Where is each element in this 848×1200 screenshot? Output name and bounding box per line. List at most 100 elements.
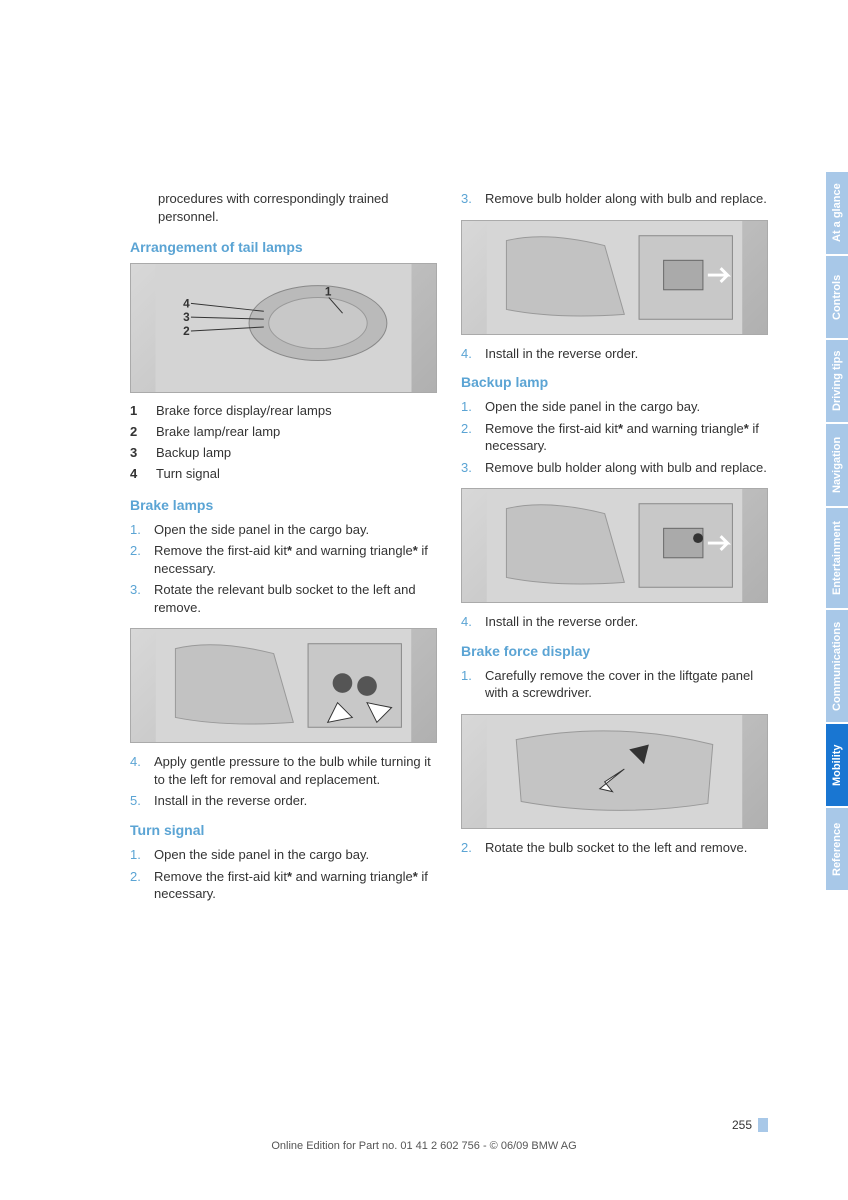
legend-item: 2 Brake lamp/rear lamp bbox=[130, 424, 437, 441]
step-text: Remove the first-aid kit* and warning tr… bbox=[154, 868, 437, 903]
step-number: 2. bbox=[461, 839, 477, 857]
step-item: 2.Remove the first-aid kit* and warning … bbox=[130, 542, 437, 577]
step-text: Carefully remove the cover in the liftga… bbox=[485, 667, 768, 702]
side-tab-communications[interactable]: Communications bbox=[826, 610, 848, 722]
side-tab-controls[interactable]: Controls bbox=[826, 256, 848, 338]
step-number: 1. bbox=[461, 667, 477, 702]
figure-liftgate-cover bbox=[461, 714, 768, 829]
svg-text:4: 4 bbox=[183, 296, 190, 310]
heading-arrangement: Arrangement of tail lamps bbox=[130, 239, 437, 255]
brake-lamps-steps-b: 4.Apply gentle pressure to the bulb whil… bbox=[130, 753, 437, 810]
step-item: 1. Open the side panel in the cargo bay. bbox=[130, 846, 437, 864]
step-text: Rotate the bulb socket to the left and r… bbox=[485, 839, 747, 857]
step-text: Remove the first-aid kit* and warning tr… bbox=[485, 420, 768, 455]
left-column: procedures with correspondingly trained … bbox=[130, 190, 437, 915]
legend-number: 4 bbox=[130, 466, 142, 483]
step-text: Open the side panel in the cargo bay. bbox=[154, 846, 369, 864]
legend-text: Backup lamp bbox=[156, 445, 231, 462]
step-item: 5. Install in the reverse order. bbox=[130, 792, 437, 810]
footer-text: Online Edition for Part no. 01 41 2 602 … bbox=[0, 1140, 848, 1152]
figure-tail-lamps: 4 3 2 1 bbox=[130, 263, 437, 393]
side-tab-reference[interactable]: Reference bbox=[826, 808, 848, 890]
brake-force-steps-b: 2. Rotate the bulb socket to the left and… bbox=[461, 839, 768, 857]
legend-number: 3 bbox=[130, 445, 142, 462]
step-number: 4. bbox=[130, 753, 146, 788]
step-text: Install in the reverse order. bbox=[154, 792, 307, 810]
step-number: 1. bbox=[461, 398, 477, 416]
brake-force-steps-a: 1.Carefully remove the cover in the lift… bbox=[461, 667, 768, 702]
step-item: 3. Remove bulb holder along with bulb and… bbox=[461, 190, 768, 208]
step-text: Remove the first-aid kit* and warning tr… bbox=[154, 542, 437, 577]
step-item: 2.Remove the first-aid kit* and warning … bbox=[461, 420, 768, 455]
tail-lamp-diagram-icon: 4 3 2 1 bbox=[131, 264, 436, 392]
step-item: 4. Install in the reverse order. bbox=[461, 345, 768, 363]
step-item: 4.Apply gentle pressure to the bulb whil… bbox=[130, 753, 437, 788]
legend-number: 2 bbox=[130, 424, 142, 441]
legend-number: 1 bbox=[130, 403, 142, 420]
page-number-bar bbox=[758, 1118, 768, 1132]
backup-lamp-steps-a: 1. Open the side panel in the cargo bay. 2… bbox=[461, 398, 768, 476]
step-text: Rotate the relevant bulb socket to the l… bbox=[154, 581, 437, 616]
page-content: procedures with correspondingly trained … bbox=[0, 0, 848, 1200]
step-number: 4. bbox=[461, 613, 477, 631]
heading-turn-signal: Turn signal bbox=[130, 822, 437, 838]
step-number: 2. bbox=[461, 420, 477, 455]
step-number: 2. bbox=[130, 868, 146, 903]
liftgate-diagram-icon bbox=[462, 715, 767, 828]
step-item: 3. Remove bulb holder along with bulb and… bbox=[461, 459, 768, 477]
heading-brake-lamps: Brake lamps bbox=[130, 497, 437, 513]
heading-backup-lamp: Backup lamp bbox=[461, 374, 768, 390]
step-item: 3.Rotate the relevant bulb socket to the… bbox=[130, 581, 437, 616]
step-number: 2. bbox=[130, 542, 146, 577]
step-item: 2.Remove the first-aid kit* and warning … bbox=[130, 868, 437, 903]
step-text: Apply gentle pressure to the bulb while … bbox=[154, 753, 437, 788]
step-number: 3. bbox=[461, 459, 477, 477]
figure-brake-lamp-socket bbox=[130, 628, 437, 743]
two-column-layout: procedures with correspondingly trained … bbox=[130, 190, 768, 915]
step-number: 4. bbox=[461, 345, 477, 363]
heading-brake-force: Brake force display bbox=[461, 643, 768, 659]
legend-item: 4 Turn signal bbox=[130, 466, 437, 483]
step-text: Remove bulb holder along with bulb and r… bbox=[485, 190, 767, 208]
side-tab-navigation[interactable]: Navigation bbox=[826, 424, 848, 506]
brake-lamps-steps-a: 1.Open the side panel in the cargo bay. 2… bbox=[130, 521, 437, 617]
turn-signal-steps: 1. Open the side panel in the cargo bay. 2… bbox=[130, 846, 437, 903]
backup-lamp-diagram-icon bbox=[462, 489, 767, 602]
step-text: Remove bulb holder along with bulb and r… bbox=[485, 459, 767, 477]
side-tab-driving-tips[interactable]: Driving tips bbox=[826, 340, 848, 422]
step-item: 1. Open the side panel in the cargo bay. bbox=[461, 398, 768, 416]
side-tab-at-a-glance[interactable]: At a glance bbox=[826, 172, 848, 254]
svg-text:2: 2 bbox=[183, 324, 190, 338]
legend-item: 3 Backup lamp bbox=[130, 445, 437, 462]
legend-text: Turn signal bbox=[156, 466, 220, 483]
step-number: 1. bbox=[130, 521, 146, 539]
step-number: 5. bbox=[130, 792, 146, 810]
step-item: 1.Open the side panel in the cargo bay. bbox=[130, 521, 437, 539]
step-item: 4. Install in the reverse order. bbox=[461, 613, 768, 631]
backup-lamp-steps-b: 4. Install in the reverse order. bbox=[461, 613, 768, 631]
side-tab-mobility[interactable]: Mobility bbox=[826, 724, 848, 806]
cargo-bay-diagram-icon bbox=[131, 629, 436, 742]
step-text: Install in the reverse order. bbox=[485, 345, 638, 363]
figure-turn-signal-holder bbox=[461, 220, 768, 335]
svg-text:1: 1 bbox=[325, 285, 332, 299]
svg-text:3: 3 bbox=[183, 310, 190, 324]
step-item: 2. Rotate the bulb socket to the left and… bbox=[461, 839, 768, 857]
step-number: 3. bbox=[461, 190, 477, 208]
bulb-holder-diagram-icon bbox=[462, 221, 767, 334]
step-text: Open the side panel in the cargo bay. bbox=[485, 398, 700, 416]
turn-signal-step4: 4. Install in the reverse order. bbox=[461, 345, 768, 363]
side-tab-entertainment[interactable]: Entertainment bbox=[826, 508, 848, 608]
legend-text: Brake force display/rear lamps bbox=[156, 403, 332, 420]
legend-item: 1 Brake force display/rear lamps bbox=[130, 403, 437, 420]
intro-paragraph: procedures with correspondingly trained … bbox=[130, 190, 437, 225]
turn-signal-steps-cont: 3. Remove bulb holder along with bulb and… bbox=[461, 190, 768, 208]
side-tabs: At a glanceControlsDriving tipsNavigatio… bbox=[826, 172, 848, 892]
step-text: Install in the reverse order. bbox=[485, 613, 638, 631]
step-item: 1.Carefully remove the cover in the lift… bbox=[461, 667, 768, 702]
tail-lamp-legend: 1 Brake force display/rear lamps 2 Brake la… bbox=[130, 403, 437, 483]
legend-text: Brake lamp/rear lamp bbox=[156, 424, 280, 441]
step-number: 3. bbox=[130, 581, 146, 616]
step-number: 1. bbox=[130, 846, 146, 864]
right-column: 3. Remove bulb holder along with bulb and… bbox=[461, 190, 768, 915]
